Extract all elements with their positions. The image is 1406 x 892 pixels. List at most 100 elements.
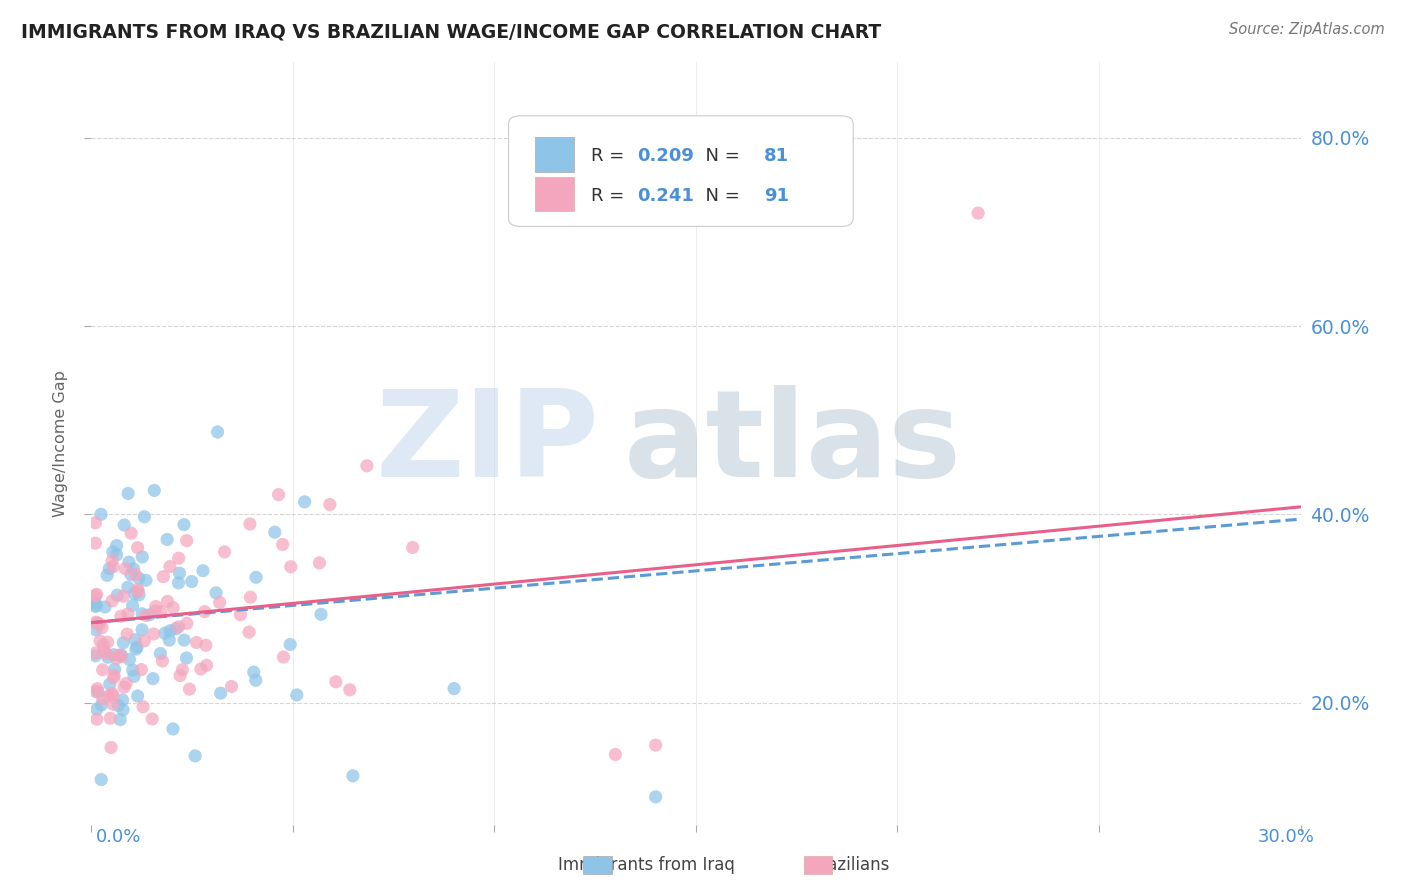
- Point: [263, 525, 285, 540]
- Point: [319, 498, 342, 512]
- Point: [169, 566, 191, 580]
- Point: [176, 616, 198, 631]
- Point: [120, 567, 142, 582]
- Point: [118, 555, 141, 569]
- Point: [173, 633, 195, 648]
- Point: [84, 615, 107, 630]
- Point: [167, 575, 190, 590]
- Point: [221, 680, 243, 694]
- Point: [308, 556, 330, 570]
- Point: [101, 559, 124, 574]
- Text: 81: 81: [763, 147, 789, 165]
- Point: [117, 607, 139, 621]
- Point: [128, 571, 150, 585]
- Point: [128, 588, 150, 602]
- Point: [239, 591, 262, 605]
- Point: [134, 633, 156, 648]
- Point: [97, 650, 120, 665]
- Point: [89, 616, 111, 631]
- Point: [159, 624, 181, 638]
- Point: [122, 669, 145, 683]
- Point: [443, 681, 465, 696]
- Text: 0.241: 0.241: [637, 187, 693, 205]
- Point: [180, 574, 202, 589]
- Point: [167, 551, 190, 566]
- Text: Immigrants from Iraq: Immigrants from Iraq: [558, 856, 735, 874]
- Point: [294, 495, 316, 509]
- Point: [134, 509, 156, 524]
- Point: [143, 483, 166, 498]
- Point: [267, 488, 290, 502]
- Text: Brazilians: Brazilians: [808, 856, 890, 874]
- Point: [86, 712, 108, 726]
- Point: [239, 516, 262, 531]
- Point: [194, 605, 217, 619]
- Point: [103, 648, 125, 662]
- Point: [245, 570, 267, 584]
- Point: [84, 589, 107, 603]
- Point: [124, 587, 146, 601]
- Point: [125, 642, 148, 657]
- Point: [91, 692, 114, 706]
- Point: [195, 658, 218, 673]
- Point: [167, 620, 190, 634]
- Point: [115, 627, 138, 641]
- Point: [96, 647, 118, 661]
- Point: [186, 635, 208, 649]
- Point: [93, 643, 115, 657]
- FancyBboxPatch shape: [536, 137, 574, 171]
- Point: [101, 594, 124, 608]
- Point: [98, 561, 121, 575]
- Point: [143, 604, 166, 618]
- Point: [191, 564, 214, 578]
- Point: [103, 668, 125, 682]
- Point: [112, 518, 135, 533]
- Point: [127, 582, 149, 597]
- Point: [122, 562, 145, 576]
- Point: [325, 674, 347, 689]
- Point: [112, 589, 135, 603]
- Point: [90, 772, 112, 787]
- Point: [138, 607, 160, 622]
- Point: [205, 586, 228, 600]
- Point: [125, 640, 148, 655]
- Point: [285, 688, 308, 702]
- Point: [84, 623, 107, 637]
- Point: [165, 622, 187, 636]
- Point: [149, 647, 172, 661]
- Point: [280, 559, 302, 574]
- Point: [100, 740, 122, 755]
- Point: [339, 682, 361, 697]
- Point: [86, 702, 108, 716]
- Text: R =: R =: [591, 187, 630, 205]
- Point: [89, 634, 111, 648]
- Point: [152, 654, 174, 668]
- Point: [90, 698, 112, 712]
- Text: IMMIGRANTS FROM IRAQ VS BRAZILIAN WAGE/INCOME GAP CORRELATION CHART: IMMIGRANTS FROM IRAQ VS BRAZILIAN WAGE/I…: [21, 22, 882, 41]
- Point: [84, 648, 107, 663]
- Text: 0.209: 0.209: [637, 147, 693, 165]
- Text: 30.0%: 30.0%: [1258, 828, 1315, 846]
- Point: [86, 681, 108, 696]
- Point: [121, 599, 143, 613]
- Point: [967, 206, 990, 220]
- Point: [127, 584, 149, 599]
- Point: [94, 599, 117, 614]
- Point: [131, 663, 153, 677]
- Point: [86, 615, 108, 630]
- Point: [90, 508, 112, 522]
- Point: [153, 626, 176, 640]
- Text: atlas: atlas: [623, 385, 962, 502]
- Point: [342, 769, 364, 783]
- Point: [131, 549, 153, 564]
- Point: [245, 673, 267, 688]
- Text: 91: 91: [763, 187, 789, 205]
- Point: [84, 516, 107, 530]
- Point: [84, 646, 107, 660]
- Point: [402, 541, 425, 555]
- Point: [101, 697, 124, 711]
- Point: [127, 541, 149, 555]
- Point: [190, 662, 212, 676]
- Point: [141, 712, 163, 726]
- Point: [124, 632, 146, 647]
